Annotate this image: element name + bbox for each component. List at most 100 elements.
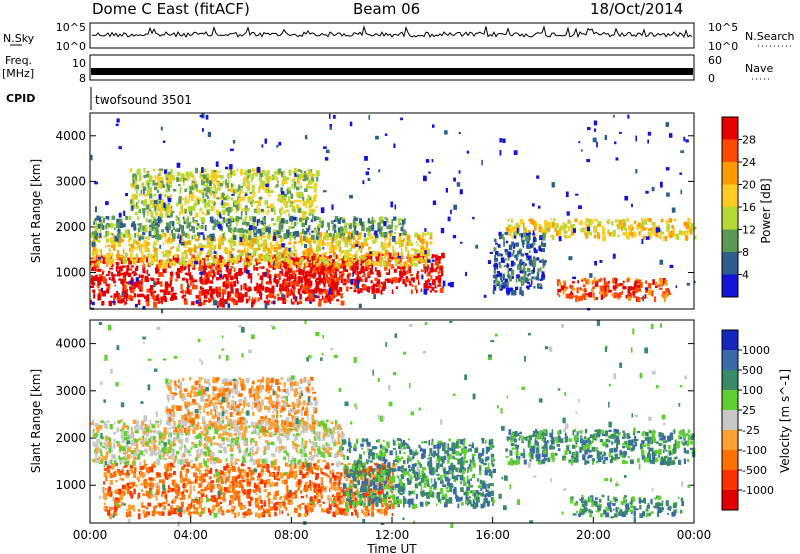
range-cell [262, 239, 265, 244]
range-cell [272, 261, 276, 265]
range-cell [289, 260, 293, 265]
range-cell [189, 279, 192, 286]
range-cell [112, 258, 115, 264]
range-cell [186, 173, 190, 180]
range-cell [315, 287, 318, 291]
range-cell [142, 208, 145, 211]
range-tick-label: 3000 [55, 384, 86, 398]
range-cell [107, 270, 111, 274]
range-cell [90, 257, 95, 260]
range-cell [287, 287, 289, 292]
range-cell [364, 258, 367, 263]
range-cell [347, 462, 351, 465]
range-cell [126, 469, 129, 474]
range-cell [299, 231, 303, 236]
range-cell [516, 274, 520, 279]
range-cell [417, 244, 419, 247]
range-cell [97, 223, 101, 229]
range-cell [655, 285, 658, 289]
range-cell [522, 245, 525, 248]
range-cell [281, 181, 286, 185]
range-cell [106, 289, 109, 294]
range-cell [214, 266, 219, 270]
range-cell [638, 231, 641, 236]
range-cell [225, 278, 229, 284]
range-cell [227, 180, 230, 185]
range-cell [159, 185, 162, 190]
range-cell [316, 501, 319, 505]
range-cell [260, 504, 263, 509]
range-cell [642, 295, 644, 302]
range-cell [102, 290, 106, 297]
range-cell [250, 511, 253, 515]
range-cell [355, 509, 358, 516]
range-cell [331, 236, 334, 240]
range-cell [378, 169, 381, 173]
range-cell [212, 190, 214, 194]
range-cell [394, 204, 397, 210]
range-cell [284, 298, 287, 302]
range-cell [339, 226, 344, 232]
range-cell [438, 281, 441, 287]
range-cell [272, 259, 275, 264]
range-cell [165, 467, 168, 474]
range-cell [656, 227, 661, 233]
range-cell [119, 477, 122, 481]
range-cell [206, 241, 211, 245]
range-cell [184, 188, 187, 193]
range-cell [358, 303, 362, 308]
range-cell [524, 227, 527, 233]
range-cell [300, 490, 303, 494]
range-cell [159, 272, 164, 277]
range-cell [200, 247, 204, 251]
range-cell [367, 218, 370, 223]
range-cell [305, 261, 309, 267]
range-cell [338, 240, 341, 246]
range-cell [97, 294, 101, 301]
range-cell [344, 510, 349, 516]
range-cell [299, 470, 303, 476]
range-cell [285, 202, 288, 208]
range-cell [428, 257, 430, 261]
range-cell [340, 238, 342, 242]
range-cell [494, 255, 496, 261]
range-cell [171, 479, 176, 486]
range-cell [190, 173, 195, 178]
range-cell [517, 250, 521, 255]
range-cell [329, 262, 332, 269]
range-cell [355, 285, 359, 289]
range-cell [312, 253, 316, 257]
range-cell [305, 185, 310, 189]
range-cell [664, 280, 668, 286]
range-cell [303, 513, 307, 517]
range-cell [391, 221, 393, 227]
range-cell [302, 200, 307, 207]
range-cell [225, 285, 228, 289]
range-cell [627, 232, 630, 237]
range-cell [245, 257, 249, 260]
range-cell [341, 217, 346, 220]
range-cell [199, 170, 203, 175]
range-cell [262, 272, 266, 277]
range-cell [206, 251, 210, 255]
range-cell [635, 278, 639, 282]
range-cell [317, 483, 321, 489]
range-cell [131, 282, 135, 286]
range-cell [180, 178, 185, 181]
range-cell [410, 256, 414, 263]
range-cell [179, 186, 182, 189]
range-cell [259, 295, 263, 300]
range-cell [273, 174, 276, 177]
range-cell [510, 218, 513, 224]
range-cell [150, 291, 154, 295]
range-cell [195, 238, 199, 242]
range-cell [273, 236, 277, 241]
range-cell [406, 278, 410, 283]
range-cell [274, 254, 276, 257]
range-cell [371, 288, 376, 292]
range-cell [127, 486, 131, 489]
range-cell [400, 117, 403, 121]
range-cell [226, 269, 229, 273]
range-cell [200, 271, 204, 275]
range-cell [384, 217, 387, 220]
